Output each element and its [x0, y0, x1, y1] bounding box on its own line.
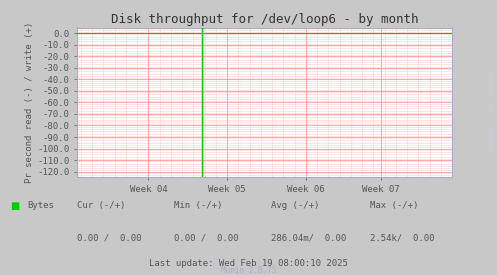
Text: ■: ■ [10, 201, 19, 211]
Y-axis label: Pr second read (-) / write (+): Pr second read (-) / write (+) [25, 22, 34, 183]
Text: 0.00 /  0.00: 0.00 / 0.00 [174, 234, 239, 243]
Text: Cur (-/+): Cur (-/+) [77, 201, 125, 210]
Text: Bytes: Bytes [27, 201, 54, 210]
Text: Last update: Wed Feb 19 08:00:10 2025: Last update: Wed Feb 19 08:00:10 2025 [149, 258, 348, 268]
Text: Min (-/+): Min (-/+) [174, 201, 222, 210]
Text: Munin 2.0.75: Munin 2.0.75 [221, 266, 276, 275]
Text: Max (-/+): Max (-/+) [370, 201, 418, 210]
Text: 2.54k/  0.00: 2.54k/ 0.00 [370, 234, 435, 243]
Title: Disk throughput for /dev/loop6 - by month: Disk throughput for /dev/loop6 - by mont… [111, 13, 418, 26]
Text: 0.00 /  0.00: 0.00 / 0.00 [77, 234, 142, 243]
Text: Avg (-/+): Avg (-/+) [271, 201, 319, 210]
Text: 286.04m/  0.00: 286.04m/ 0.00 [271, 234, 346, 243]
Text: RRDTOOL / TOBI OETIKER: RRDTOOL / TOBI OETIKER [490, 69, 495, 151]
